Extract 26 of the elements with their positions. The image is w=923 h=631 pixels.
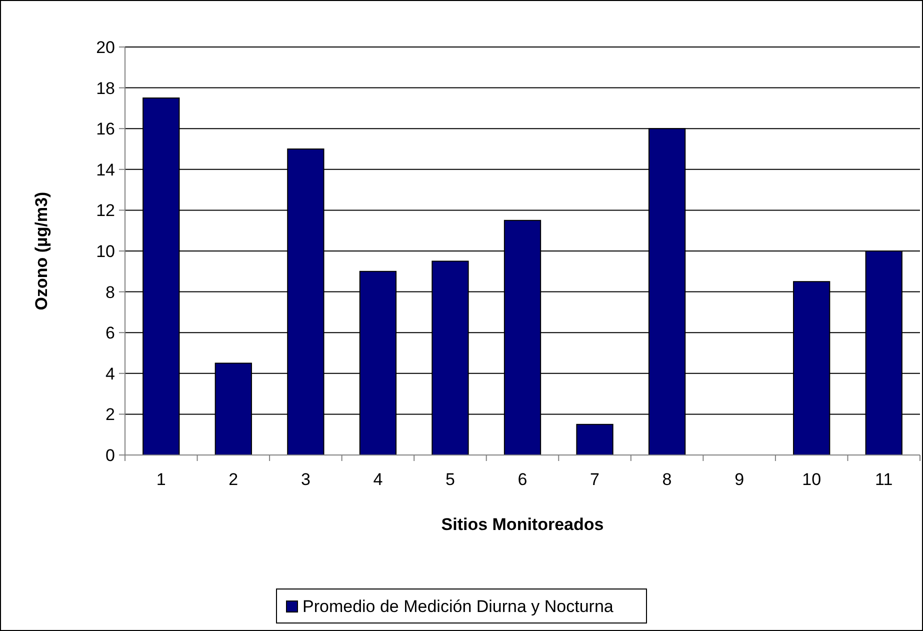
x-tick-label: 4 [373, 470, 383, 489]
y-tick-label: 0 [106, 446, 115, 465]
y-tick-label: 12 [96, 201, 115, 220]
y-axis-title: Ozono (µg/m3) [32, 192, 51, 310]
y-tick-label: 20 [96, 38, 115, 57]
y-tick-label: 16 [96, 120, 115, 139]
x-tick-label: 1 [156, 470, 166, 489]
x-tick-label: 7 [590, 470, 600, 489]
x-tick-label: 8 [662, 470, 672, 489]
y-tick-label: 2 [106, 405, 115, 424]
y-tick-label: 14 [96, 160, 115, 180]
x-tick-label: 2 [228, 470, 238, 489]
legend-label: Promedio de Medición Diurna y Nocturna [302, 596, 614, 616]
bar [576, 424, 614, 456]
x-tick-label: 10 [802, 470, 822, 489]
y-tick-label: 8 [106, 282, 115, 302]
x-axis-title: Sitios Monitoreados [441, 515, 604, 534]
x-tick-label: 5 [445, 470, 455, 489]
y-tick-label: 18 [96, 78, 115, 98]
x-tick-label: 9 [734, 470, 744, 489]
x-tick-label: 6 [518, 470, 528, 489]
x-tick-label: 3 [300, 470, 310, 489]
x-tick-label: 11 [875, 470, 893, 489]
y-tick-label: 10 [96, 242, 115, 261]
y-tick-label: 4 [106, 364, 115, 384]
y-tick-label: 6 [106, 324, 115, 343]
